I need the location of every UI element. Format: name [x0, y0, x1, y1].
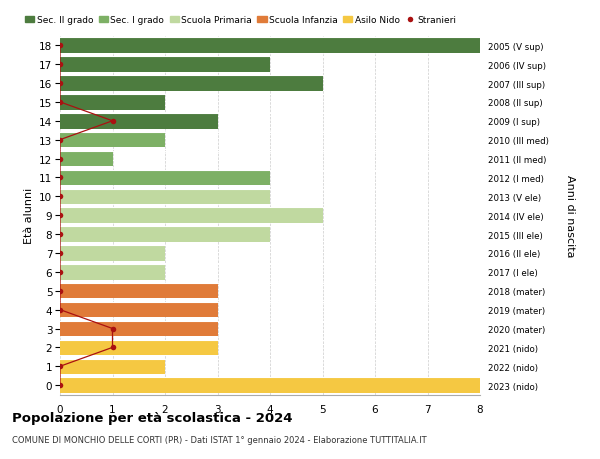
Bar	[60, 189, 270, 205]
Bar	[60, 133, 165, 148]
Bar	[60, 264, 165, 280]
Bar	[60, 39, 480, 54]
Bar	[60, 378, 480, 393]
Bar	[60, 283, 218, 299]
Text: Popolazione per età scolastica - 2024: Popolazione per età scolastica - 2024	[12, 411, 293, 425]
Y-axis label: Anni di nascita: Anni di nascita	[565, 174, 575, 257]
Bar	[60, 340, 218, 355]
Bar	[60, 57, 270, 73]
Bar	[60, 302, 218, 318]
Bar	[60, 76, 323, 91]
Legend: Sec. II grado, Sec. I grado, Scuola Primaria, Scuola Infanzia, Asilo Nido, Stran: Sec. II grado, Sec. I grado, Scuola Prim…	[22, 12, 460, 28]
Text: COMUNE DI MONCHIO DELLE CORTI (PR) - Dati ISTAT 1° gennaio 2024 - Elaborazione T: COMUNE DI MONCHIO DELLE CORTI (PR) - Dat…	[12, 435, 427, 443]
Y-axis label: Età alunni: Età alunni	[23, 188, 34, 244]
Bar	[60, 151, 113, 167]
Bar	[60, 95, 165, 111]
Bar	[60, 359, 165, 374]
Bar	[60, 208, 323, 224]
Bar	[60, 246, 165, 261]
Bar	[60, 321, 218, 336]
Bar	[60, 227, 270, 242]
Bar	[60, 170, 270, 186]
Bar	[60, 114, 218, 129]
